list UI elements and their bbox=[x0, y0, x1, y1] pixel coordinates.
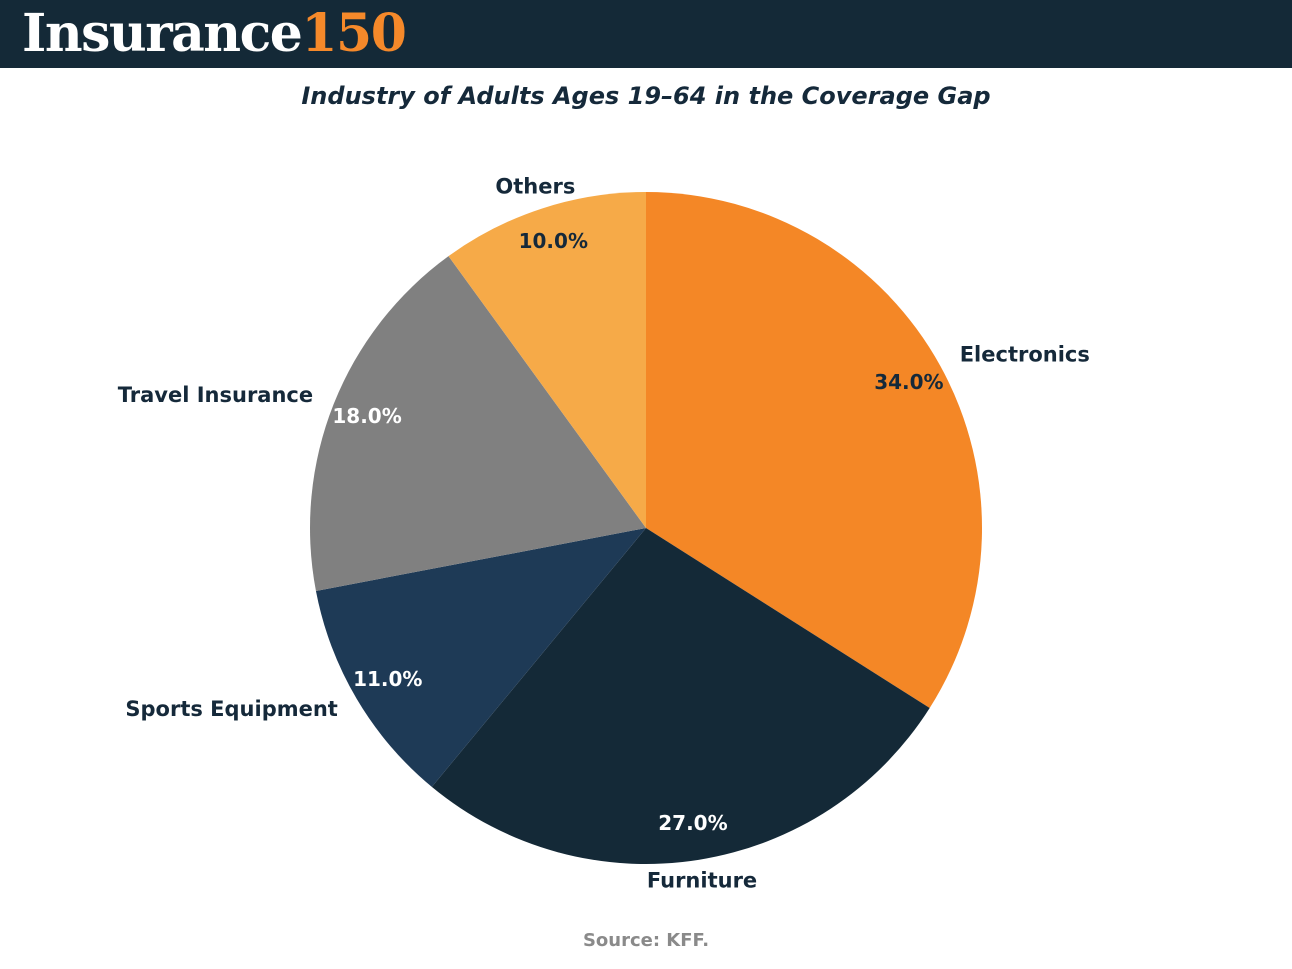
value-label-others: 10.0% bbox=[519, 229, 588, 253]
category-label-travel-insurance: Travel Insurance bbox=[118, 383, 313, 407]
category-label-furniture: Furniture bbox=[647, 869, 757, 893]
logo-word: Insurance bbox=[22, 3, 303, 64]
category-label-others: Others bbox=[495, 175, 575, 199]
insurance150-logo: Insurance150 bbox=[22, 0, 407, 68]
pie-slice-others bbox=[448, 192, 646, 528]
pie-slices bbox=[309, 192, 982, 864]
pie-slice-electronics bbox=[646, 192, 982, 709]
pie-slice-sports-equipment bbox=[315, 528, 646, 787]
value-label-furniture: 27.0% bbox=[658, 811, 727, 835]
source-note: Source: KFF. bbox=[582, 930, 710, 951]
logo-number: 150 bbox=[301, 3, 407, 64]
pie-slice-furniture bbox=[431, 528, 930, 864]
value-label-sports-equipment: 11.0% bbox=[353, 667, 422, 691]
category-label-electronics: Electronics bbox=[960, 343, 1090, 367]
pie-slice-travel-insurance bbox=[309, 256, 646, 591]
value-label-travel-insurance: 18.0% bbox=[332, 404, 401, 428]
value-label-electronics: 34.0% bbox=[874, 370, 943, 394]
chart-title: Industry of Adults Ages 19–64 in the Cov… bbox=[301, 82, 991, 110]
pie-labels: 34.0% Electronics 27.0% Furniture 11.0% Sport… bbox=[118, 175, 1090, 893]
category-label-sports-equipment: Sports Equipment bbox=[125, 697, 337, 721]
header-bar: Insurance150 bbox=[0, 0, 1292, 68]
